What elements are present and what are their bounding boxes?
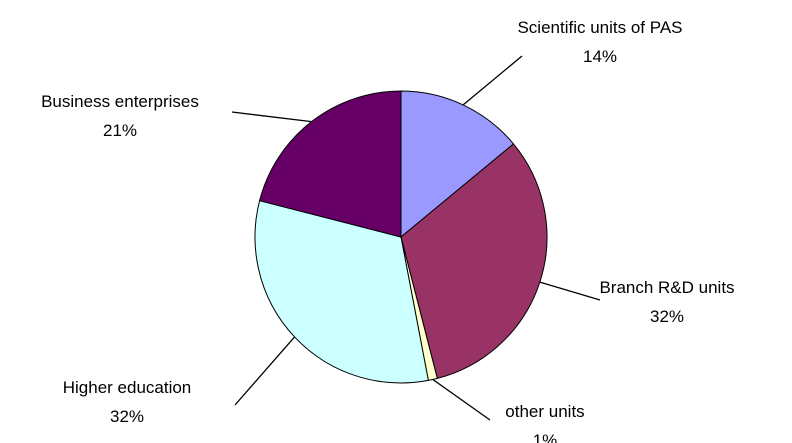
category-name: other units xyxy=(505,402,585,421)
category-name: Branch R&D units xyxy=(599,278,735,297)
leader-line xyxy=(432,378,491,421)
category-name: Higher education xyxy=(62,378,192,397)
value-label: 1% xyxy=(532,431,558,443)
slice-label: Scientific units of PAS 14% xyxy=(510,13,690,71)
leader-line xyxy=(462,55,523,106)
leader-line xyxy=(231,111,312,123)
category-name: Business enterprises xyxy=(41,92,199,111)
category-name: Scientific units of PAS xyxy=(517,18,683,37)
slice-label: other units 1% xyxy=(470,397,620,443)
value-label: 14% xyxy=(582,47,618,66)
value-label: 32% xyxy=(109,407,145,426)
leader-line xyxy=(539,281,601,301)
value-label: 32% xyxy=(649,307,685,326)
slice-label: Branch R&D units 32% xyxy=(577,273,757,331)
slice-label: Business enterprises 21% xyxy=(10,87,230,145)
value-label: 21% xyxy=(102,121,138,140)
pie-slice xyxy=(400,90,515,239)
pie-slice xyxy=(258,90,402,238)
slice-label: Higher education 32% xyxy=(27,373,227,431)
leader-line xyxy=(234,336,296,406)
